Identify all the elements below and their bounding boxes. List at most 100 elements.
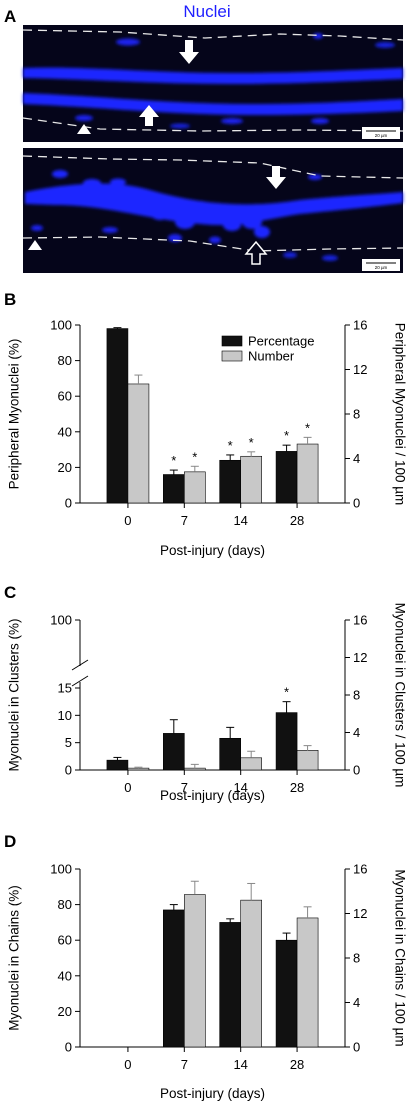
bar-percentage bbox=[219, 922, 241, 1048]
axis-break-mark bbox=[71, 659, 89, 671]
y-tick-label-right: 16 bbox=[353, 613, 367, 628]
panel-a-micrographs: A Nuclei 20 µm bbox=[4, 2, 404, 273]
panel-c-label: C bbox=[4, 583, 16, 602]
panel-d-chart: D 0 20 40 60 80 100 0 4 8 12 16 0 7 14 28 Post-injury (d… bbox=[4, 832, 407, 1101]
panel-c-chart: C 0 5 10 15 100 0 4 8 12 16 0 7 14 28 * Post-injury (day… bbox=[4, 583, 407, 803]
bar-percentage bbox=[163, 909, 185, 1048]
x-tick-label: 7 bbox=[181, 513, 188, 528]
bar-percentage bbox=[163, 733, 185, 771]
y-tick-label-left: 100 bbox=[50, 862, 72, 877]
x-tick-label: 28 bbox=[290, 780, 304, 795]
bar-percentage bbox=[275, 939, 298, 1048]
legend-swatch-number bbox=[221, 350, 243, 362]
arrow-up-icon bbox=[139, 105, 159, 126]
y-tick-label-right: 12 bbox=[353, 362, 367, 377]
scale-bar-box bbox=[362, 259, 400, 271]
y-tick-label-left: 20 bbox=[58, 460, 72, 475]
x-axis-title: Post-injury (days) bbox=[160, 1086, 265, 1101]
panel-b-chart: B 0 20 40 60 80 100 0 4 8 12 16 0 7 * * 14 * * 28 * * Post-inj… bbox=[4, 290, 407, 558]
x-tick-label: 14 bbox=[233, 1057, 247, 1072]
y-axis-title-left: Peripheral Myonuclei (%) bbox=[7, 339, 22, 490]
x-tick-label: 28 bbox=[290, 513, 304, 528]
y-tick-label-right: 16 bbox=[353, 318, 367, 333]
legend-label-percentage: Percentage bbox=[248, 334, 315, 349]
y-tick-label-left: 40 bbox=[58, 968, 72, 983]
significance-star: * bbox=[171, 453, 176, 468]
x-axis-title: Post-injury (days) bbox=[160, 543, 265, 558]
bar-number bbox=[240, 899, 262, 1048]
y-tick-label-left: 100 bbox=[50, 318, 72, 333]
y-tick-label-left: 40 bbox=[58, 424, 72, 439]
y-tick-label-right: 8 bbox=[353, 951, 360, 966]
nuclei-stain-title: Nuclei bbox=[183, 2, 230, 21]
legend-swatch-percentage bbox=[221, 335, 243, 347]
y-tick-label-left: 0 bbox=[65, 763, 72, 778]
bar-percentage bbox=[163, 474, 185, 504]
y-tick-label-right: 8 bbox=[353, 688, 360, 703]
y-tick-label-left: 80 bbox=[58, 897, 72, 912]
panel-a-label: A bbox=[4, 7, 16, 26]
y-tick-label-right: 0 bbox=[353, 1040, 360, 1055]
y-axis-title-left: Myonuclei in Chains (%) bbox=[7, 885, 22, 1031]
bar-percentage bbox=[219, 737, 241, 771]
micrograph-bottom-nuclei bbox=[25, 170, 403, 261]
arrow-down-icon bbox=[266, 166, 286, 189]
y-tick-label-right: 16 bbox=[353, 862, 367, 877]
y-tick-label-left: 0 bbox=[65, 496, 72, 511]
panel-d-label: D bbox=[4, 832, 16, 851]
bar-percentage bbox=[106, 328, 129, 504]
significance-star: * bbox=[284, 428, 289, 443]
y-tick-label-left: 20 bbox=[58, 1004, 72, 1019]
bar-number bbox=[296, 443, 319, 504]
hollow-arrow-up-icon bbox=[244, 240, 268, 265]
bar-number bbox=[127, 383, 150, 504]
y-axis-title-right: Myonuclei in Clusters / 100 µm bbox=[392, 603, 407, 788]
y-tick-label-right: 12 bbox=[353, 906, 367, 921]
bar-number bbox=[184, 767, 206, 771]
significance-star: * bbox=[284, 685, 289, 700]
legend-label-number: Number bbox=[248, 349, 295, 364]
y-tick-label-right: 0 bbox=[353, 763, 360, 778]
bar-percentage bbox=[275, 451, 298, 504]
y-tick-label-left: 5 bbox=[65, 735, 72, 750]
bar-percentage bbox=[275, 712, 298, 771]
x-tick-label: 7 bbox=[181, 1057, 188, 1072]
x-axis-title: Post-injury (days) bbox=[160, 788, 265, 803]
bar-number bbox=[240, 455, 262, 504]
y-tick-label-right: 4 bbox=[353, 725, 360, 740]
y-axis-title-right: Myonuclei in Chains / 100 µm bbox=[392, 869, 407, 1046]
arrow-down-icon bbox=[179, 40, 199, 64]
triangle-marker-icon bbox=[77, 124, 91, 134]
x-tick-label: 0 bbox=[124, 780, 131, 795]
y-tick-label-right: 0 bbox=[353, 496, 360, 511]
bar-number bbox=[296, 750, 319, 771]
triangle-marker-icon bbox=[28, 240, 42, 250]
y-tick-label-left: 10 bbox=[58, 708, 72, 723]
significance-star: * bbox=[228, 438, 233, 453]
bar-number bbox=[184, 471, 206, 504]
significance-star: * bbox=[192, 449, 197, 464]
y-axis-title-left: Myonuclei in Clusters (%) bbox=[7, 618, 22, 771]
scale-bar-box bbox=[362, 127, 400, 139]
significance-star: * bbox=[305, 420, 310, 435]
scale-bar-label: 20 µm bbox=[375, 133, 388, 138]
y-tick-label-right: 8 bbox=[353, 407, 360, 422]
y-tick-label-left: 80 bbox=[58, 353, 72, 368]
bar-percentage bbox=[106, 759, 129, 771]
significance-star: * bbox=[249, 435, 254, 450]
scale-bar-label: 20 µm bbox=[375, 265, 388, 270]
y-tick-label-left: 0 bbox=[65, 1040, 72, 1055]
micrograph-top-nuclei bbox=[23, 33, 403, 129]
y-tick-label-right: 12 bbox=[353, 650, 367, 665]
y-tick-label-left: 15 bbox=[58, 681, 72, 696]
axis-break-mark bbox=[71, 675, 89, 687]
bar-number bbox=[240, 757, 262, 771]
y-tick-label-left: 60 bbox=[58, 933, 72, 948]
bar-percentage bbox=[219, 459, 241, 504]
y-tick-label-left: 100 bbox=[50, 613, 72, 628]
y-tick-label-left: 60 bbox=[58, 389, 72, 404]
x-tick-label: 14 bbox=[233, 780, 247, 795]
x-tick-label: 28 bbox=[290, 1057, 304, 1072]
micrograph-top: 20 µm bbox=[22, 25, 404, 142]
